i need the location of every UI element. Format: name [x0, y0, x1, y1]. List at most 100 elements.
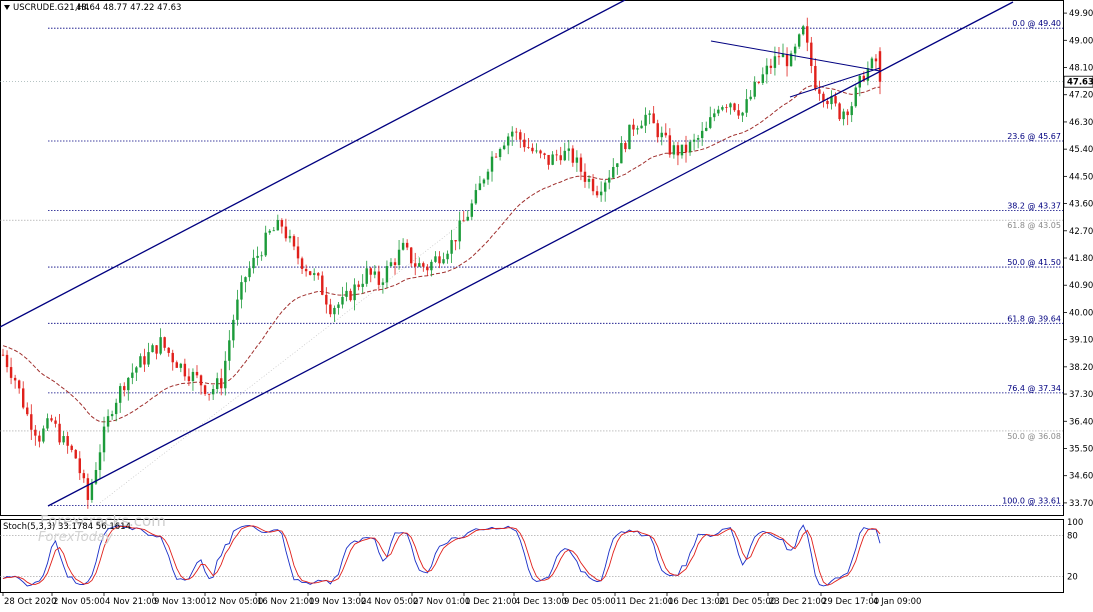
candle — [401, 238, 405, 251]
candle — [183, 358, 187, 381]
candle — [369, 266, 372, 283]
stoch-tick-label: 100 — [1067, 518, 1083, 528]
candle — [58, 413, 61, 445]
candle — [118, 383, 122, 413]
candle — [874, 54, 878, 70]
candle — [733, 102, 736, 112]
candle — [123, 382, 126, 397]
candle — [5, 350, 9, 373]
candle — [288, 229, 292, 243]
candle — [806, 17, 809, 52]
x-tick-label: 19 Nov 13:00 — [309, 597, 366, 607]
candle — [159, 328, 162, 356]
candle — [769, 58, 773, 75]
candle — [442, 252, 445, 265]
watermark: Forexcracks.com ForexToday — [38, 512, 166, 545]
fib-label-0.0: 0.0 @ 49.40 — [1012, 19, 1061, 28]
candle — [353, 278, 356, 311]
candle — [135, 366, 138, 382]
x-tick-label: 16 Nov 21:00 — [257, 597, 314, 607]
channel-upper-line[interactable] — [0, 0, 626, 328]
candle — [13, 374, 17, 389]
candle — [612, 158, 615, 179]
candle — [264, 225, 267, 258]
candle — [781, 43, 785, 58]
candle — [458, 211, 461, 250]
x-tick-label: 4 Nov 21:00 — [105, 597, 157, 607]
candle — [729, 102, 732, 115]
candle — [284, 218, 288, 242]
candle — [563, 142, 566, 162]
candle — [215, 372, 219, 394]
x-tick-label: 27 Nov 01:00 — [413, 597, 470, 607]
y-tick-label: 41.80 — [1069, 254, 1093, 264]
y-tick-label: 33.70 — [1069, 499, 1093, 509]
candle — [595, 185, 599, 198]
candle — [292, 234, 296, 251]
watermark-line-2: ForexToday — [38, 530, 113, 545]
candle — [721, 105, 724, 112]
candle — [644, 107, 647, 134]
candle — [785, 47, 789, 77]
candle — [753, 76, 756, 100]
candle — [628, 124, 631, 150]
candle — [547, 154, 550, 170]
candle — [151, 343, 154, 353]
candle — [42, 425, 45, 444]
stoch-main-line — [2, 524, 881, 587]
x-tick-label: 4 Jan 09:00 — [873, 597, 921, 607]
y-tick-label: 37.30 — [1069, 390, 1093, 400]
candle — [531, 143, 534, 154]
candle — [523, 133, 526, 152]
candle — [78, 451, 81, 480]
x-tick-label: 23 Dec 21:00 — [769, 597, 826, 607]
candle — [818, 80, 821, 101]
candle — [700, 122, 704, 146]
candle — [82, 469, 86, 483]
candle — [709, 106, 712, 130]
candle — [672, 141, 676, 159]
candle — [38, 431, 41, 448]
candle — [745, 89, 748, 117]
x-tick-label: 1 Dec 21:00 — [465, 597, 517, 607]
candle — [506, 133, 510, 155]
fib-secondary-label-0: 61.8 @ 43.05 — [1007, 221, 1061, 230]
channel-lower-line[interactable] — [47, 1, 1014, 507]
candle — [276, 214, 280, 231]
stoch-signal-line — [2, 525, 881, 586]
candle — [228, 330, 231, 371]
candle — [741, 111, 744, 122]
symbol-dropdown-icon[interactable] — [4, 5, 10, 10]
candle — [579, 153, 583, 181]
x-tick-label: 4 Dec 13:00 — [515, 597, 567, 607]
fib-label-100.0: 100.0 @ 33.61 — [1002, 497, 1061, 506]
candle — [482, 178, 486, 187]
candle — [466, 210, 469, 222]
candle — [462, 210, 465, 222]
x-tick-label: 21 Dec 05:00 — [719, 597, 776, 607]
x-tick-label: 24 Nov 05:00 — [361, 597, 418, 607]
candle — [583, 163, 587, 188]
candle — [304, 264, 308, 277]
y-tick-label: 45.40 — [1069, 145, 1093, 155]
symbol-title: USCRUDE.G21,H4 — [13, 3, 89, 13]
candle — [567, 140, 571, 161]
candle — [486, 168, 490, 185]
candle — [46, 413, 49, 431]
current-price-label: 47.63 — [1067, 78, 1093, 88]
trend-channel — [0, 0, 1014, 507]
candle — [446, 250, 449, 264]
fib-secondary-label-1: 50.0 @ 36.08 — [1007, 432, 1061, 441]
candle — [325, 287, 328, 314]
candle — [422, 261, 425, 272]
candle — [393, 258, 397, 275]
candle — [494, 152, 498, 158]
candle — [498, 147, 502, 161]
candle — [296, 236, 300, 265]
candle — [802, 24, 805, 36]
candle — [652, 106, 655, 124]
triangle-upper-line[interactable] — [710, 40, 881, 72]
candle — [430, 259, 433, 277]
triangle-lower-line[interactable] — [789, 67, 881, 98]
